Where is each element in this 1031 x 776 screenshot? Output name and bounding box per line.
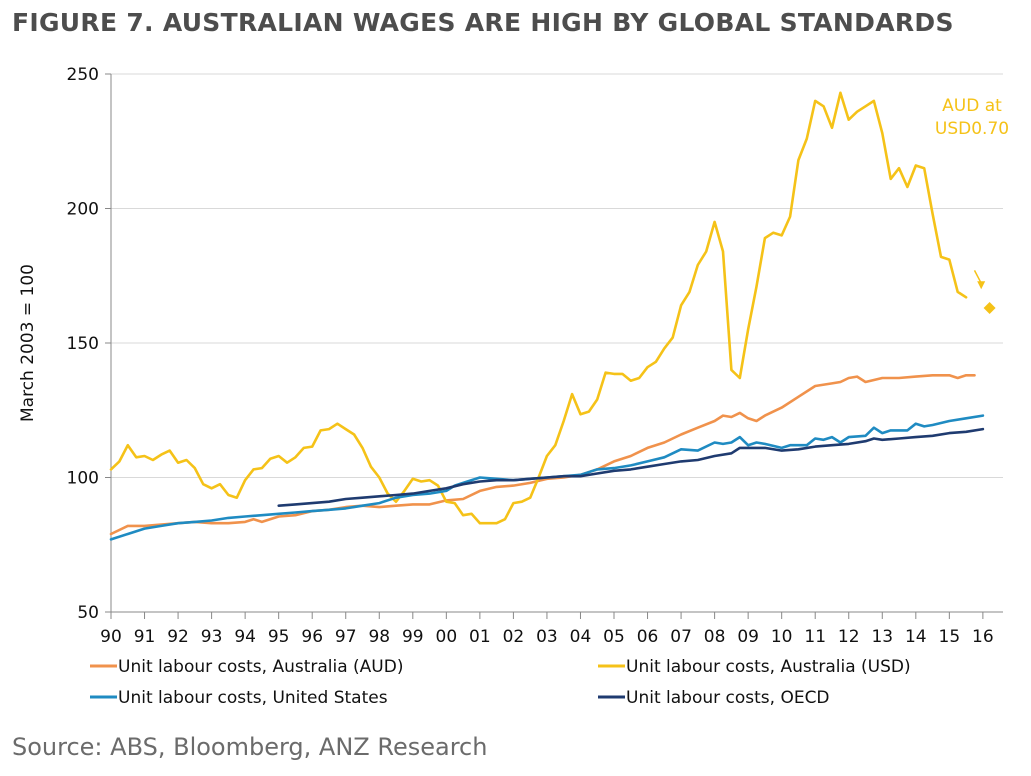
x-tick-label-01: 01 (469, 627, 491, 647)
annotation-marker (983, 302, 996, 315)
x-tick-label-94: 94 (234, 627, 256, 647)
x-tick-label-07: 07 (670, 627, 692, 647)
x-tick-label-02: 02 (503, 627, 525, 647)
annotation: AUD at USD0.70 (935, 96, 1009, 315)
y-tick-label-50: 50 (77, 603, 99, 623)
series-lines (109, 91, 985, 541)
annotation-arrow (973, 270, 982, 284)
x-tick-label-09: 09 (737, 627, 759, 647)
x-tick-label-16: 16 (972, 627, 994, 647)
x-tick-label-03: 03 (536, 627, 558, 647)
x-tick-label-06: 06 (637, 627, 659, 647)
x-tick-label-14: 14 (905, 627, 927, 647)
y-tick-label-150: 150 (67, 334, 99, 354)
y-tick-label-200: 200 (67, 200, 99, 220)
y-axis-label: March 2003 = 100 (18, 264, 38, 422)
x-tick-label-92: 92 (167, 627, 189, 647)
x-tick-labels: 90 91 92 93 94 95 96 97 98 99 00 01 02 03 04 05 06 07 08 09… (100, 627, 994, 647)
legend-label-3: Unit labour costs, OECD (626, 688, 830, 708)
x-tick-label-97: 97 (335, 627, 357, 647)
x-tick-label-08: 08 (704, 627, 726, 647)
x-tick-label-04: 04 (570, 627, 592, 647)
annotation-text-line1: AUD at (942, 96, 1002, 116)
x-tick-label-00: 00 (436, 627, 458, 647)
legend-label-1: Unit labour costs, Australia (USD) (626, 657, 911, 677)
chart-title: FIGURE 7. AUSTRALIAN WAGES ARE HIGH BY G… (12, 8, 954, 37)
legend-label-0: Unit labour costs, Australia (AUD) (118, 657, 403, 677)
x-tick-label-96: 96 (301, 627, 323, 647)
x-tick-label-99: 99 (402, 627, 424, 647)
x-tick-label-12: 12 (838, 627, 860, 647)
x-tick-label-93: 93 (201, 627, 223, 647)
series-line-1 (109, 91, 968, 525)
y-tick-labels: 50 100 150 200 250 (67, 65, 99, 623)
series-line-0 (109, 374, 976, 536)
x-tick-label-10: 10 (771, 627, 793, 647)
x-tick-label-95: 95 (268, 627, 290, 647)
series-line-2 (109, 414, 985, 541)
x-tick-label-05: 05 (603, 627, 625, 647)
x-tick-label-13: 13 (871, 627, 893, 647)
legend: Unit labour costs, Australia (AUD) Unit l… (90, 657, 911, 708)
x-tick-label-15: 15 (939, 627, 961, 647)
annotation-text-line2: USD0.70 (935, 119, 1009, 139)
series-line-3 (277, 427, 985, 507)
annotation-arrowhead (977, 281, 986, 290)
y-tick-label-100: 100 (67, 469, 99, 489)
y-tick-label-250: 250 (67, 65, 99, 85)
axes (105, 73, 1003, 619)
gridlines (111, 73, 1003, 478)
x-tick-label-91: 91 (134, 627, 156, 647)
source-note: Source: ABS, Bloomberg, ANZ Research (12, 733, 488, 761)
x-tick-label-98: 98 (368, 627, 390, 647)
x-tick-label-11: 11 (804, 627, 826, 647)
legend-label-2: Unit labour costs, United States (118, 688, 388, 708)
x-tick-label-90: 90 (100, 627, 122, 647)
